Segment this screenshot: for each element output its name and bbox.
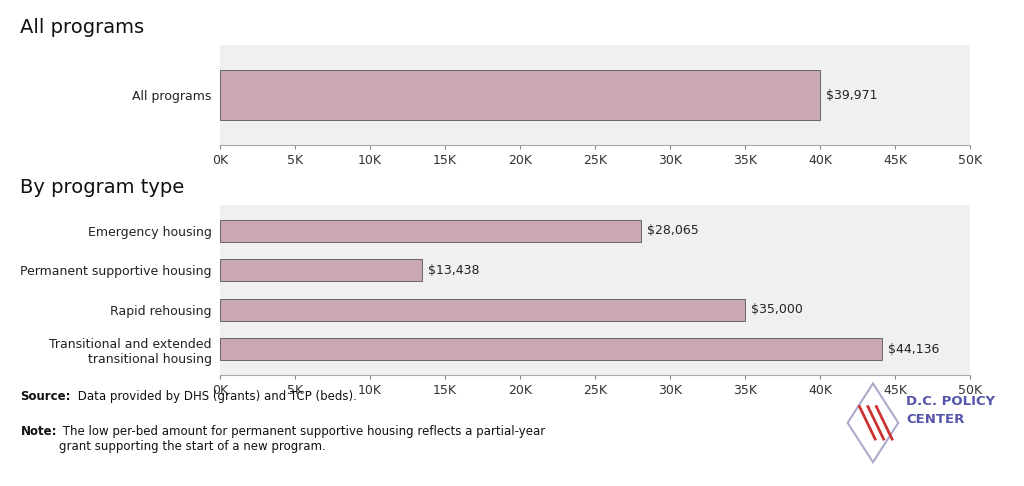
Bar bbox=[220, 299, 745, 321]
Text: $39,971: $39,971 bbox=[825, 88, 878, 102]
Bar bbox=[220, 220, 641, 242]
Text: $35,000: $35,000 bbox=[751, 303, 803, 316]
Text: $13,438: $13,438 bbox=[428, 264, 479, 277]
Text: D.C. POLICY
CENTER: D.C. POLICY CENTER bbox=[906, 395, 995, 426]
Text: Data provided by DHS (grants) and TCP (beds).: Data provided by DHS (grants) and TCP (b… bbox=[74, 390, 356, 403]
Text: The low per-bed amount for permanent supportive housing reflects a partial-year
: The low per-bed amount for permanent sup… bbox=[59, 425, 546, 453]
Text: Note:: Note: bbox=[20, 425, 57, 438]
Bar bbox=[220, 70, 819, 120]
Bar bbox=[220, 260, 422, 281]
Text: $44,136: $44,136 bbox=[888, 343, 939, 356]
Bar bbox=[220, 338, 882, 360]
Text: Source:: Source: bbox=[20, 390, 71, 403]
Text: $28,065: $28,065 bbox=[647, 224, 698, 237]
Text: All programs: All programs bbox=[20, 18, 144, 37]
Text: By program type: By program type bbox=[20, 178, 184, 197]
